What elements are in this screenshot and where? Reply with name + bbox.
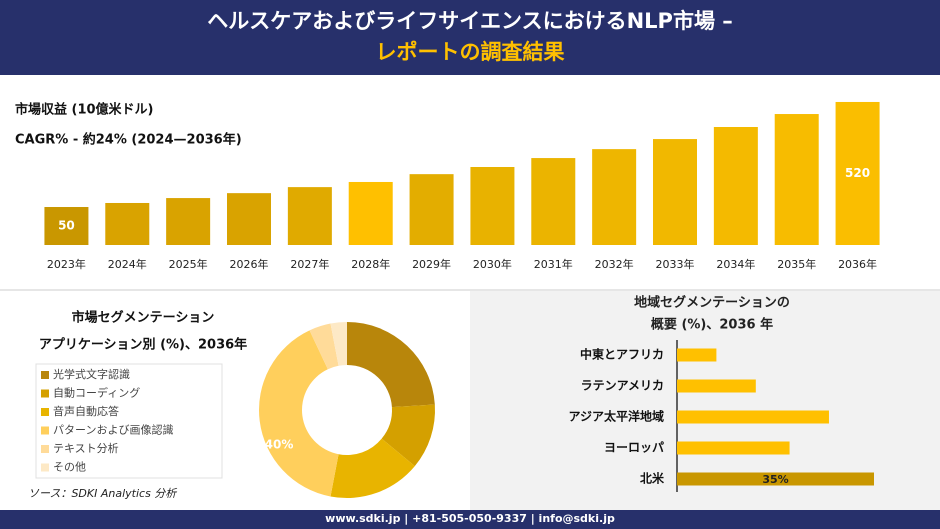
chart-title: 地域セグメンテーションの bbox=[634, 295, 790, 311]
x-tick-label: 2034年 bbox=[716, 257, 755, 271]
value-label: 35% bbox=[762, 473, 788, 486]
y-tick-label: 中東とアフリカ bbox=[580, 347, 664, 362]
legend-label: テキスト分析 bbox=[53, 441, 119, 455]
x-tick-label: 2029年 bbox=[412, 257, 451, 271]
footer-bar bbox=[0, 510, 940, 529]
x-tick-label: 2035年 bbox=[777, 257, 816, 271]
pie-slice bbox=[258, 330, 339, 497]
legend-swatch bbox=[41, 389, 49, 398]
pie-slice bbox=[347, 322, 435, 408]
chart-subtitle: CAGR% - 約24% (2024—2036年) bbox=[15, 132, 242, 148]
legend-label: 光学式文字認識 bbox=[53, 367, 130, 381]
x-tick-label: 2032年 bbox=[595, 257, 634, 271]
legend-label: 音声自動応答 bbox=[53, 404, 119, 418]
bar bbox=[287, 187, 332, 245]
bar bbox=[677, 472, 874, 486]
x-tick-label: 2028年 bbox=[351, 257, 390, 271]
chart-title: 市場収益 (10億米ドル) bbox=[15, 102, 154, 118]
legend-swatch bbox=[41, 371, 49, 379]
x-tick-label: 2023年 bbox=[47, 257, 86, 271]
value-label: 50 bbox=[58, 219, 75, 233]
legend-box bbox=[35, 363, 223, 479]
x-tick-label: 2036年 bbox=[838, 257, 877, 271]
pie-slice bbox=[309, 323, 339, 370]
bar bbox=[653, 139, 697, 245]
x-tick-label: 2026年 bbox=[230, 257, 269, 271]
bar bbox=[592, 149, 637, 245]
bar bbox=[677, 379, 756, 393]
legend-swatch bbox=[41, 426, 49, 435]
pie-slice bbox=[330, 438, 415, 498]
header-bar bbox=[0, 0, 940, 75]
y-tick-label: アジア太平洋地域 bbox=[568, 409, 664, 424]
bar bbox=[835, 101, 880, 245]
bar bbox=[531, 158, 576, 245]
header-subtitle: レポートの調査結果 bbox=[376, 40, 565, 64]
x-tick-label: 2027年 bbox=[290, 257, 329, 271]
legend-label: その他 bbox=[53, 461, 86, 474]
bar bbox=[470, 167, 515, 245]
legend-swatch bbox=[41, 463, 49, 472]
y-tick-label: 北米 bbox=[640, 471, 665, 486]
bar bbox=[774, 114, 819, 246]
legend-swatch bbox=[41, 445, 49, 453]
bar bbox=[677, 441, 790, 455]
source-note: ソース：SDKI Analytics 分析 bbox=[28, 487, 178, 500]
y-tick-label: ヨーロッパ bbox=[604, 441, 664, 455]
legend-label: パターンおよび画像認識 bbox=[53, 423, 173, 437]
x-tick-label: 2025年 bbox=[169, 257, 208, 271]
bar bbox=[677, 410, 829, 424]
bar bbox=[227, 193, 271, 245]
y-tick-label: ラテンアメリカ bbox=[581, 379, 664, 393]
header-title: ヘルスケアおよびライフサイエンスにおけるNLP市場 – bbox=[207, 9, 733, 33]
chart-subtitle: アプリケーション別 (%)、2036年 bbox=[39, 337, 247, 353]
value-label: 520 bbox=[845, 166, 870, 180]
value-label: 40% bbox=[265, 438, 294, 452]
x-tick-label: 2024年 bbox=[108, 257, 147, 271]
bar bbox=[44, 207, 89, 245]
x-tick-label: 2033年 bbox=[656, 257, 695, 271]
chart-title: 市場セグメンテーション bbox=[72, 310, 215, 326]
bar bbox=[409, 174, 454, 245]
x-tick-label: 2030年 bbox=[473, 257, 512, 271]
bar bbox=[166, 198, 211, 245]
pie-slice bbox=[330, 322, 347, 366]
chart-subtitle: 概要 (%)、2036 年 bbox=[651, 317, 773, 333]
legend-label: 自動コーディング bbox=[53, 386, 140, 400]
legend-swatch bbox=[41, 408, 49, 416]
bar bbox=[348, 181, 393, 245]
bar bbox=[713, 127, 758, 245]
bar bbox=[105, 202, 150, 245]
x-tick-label: 2031年 bbox=[534, 257, 573, 271]
bar bbox=[677, 348, 717, 362]
footer-contact: www.sdki.jp | +81-505-050-9337 | info@sd… bbox=[325, 512, 615, 525]
pie-slice bbox=[381, 404, 435, 467]
